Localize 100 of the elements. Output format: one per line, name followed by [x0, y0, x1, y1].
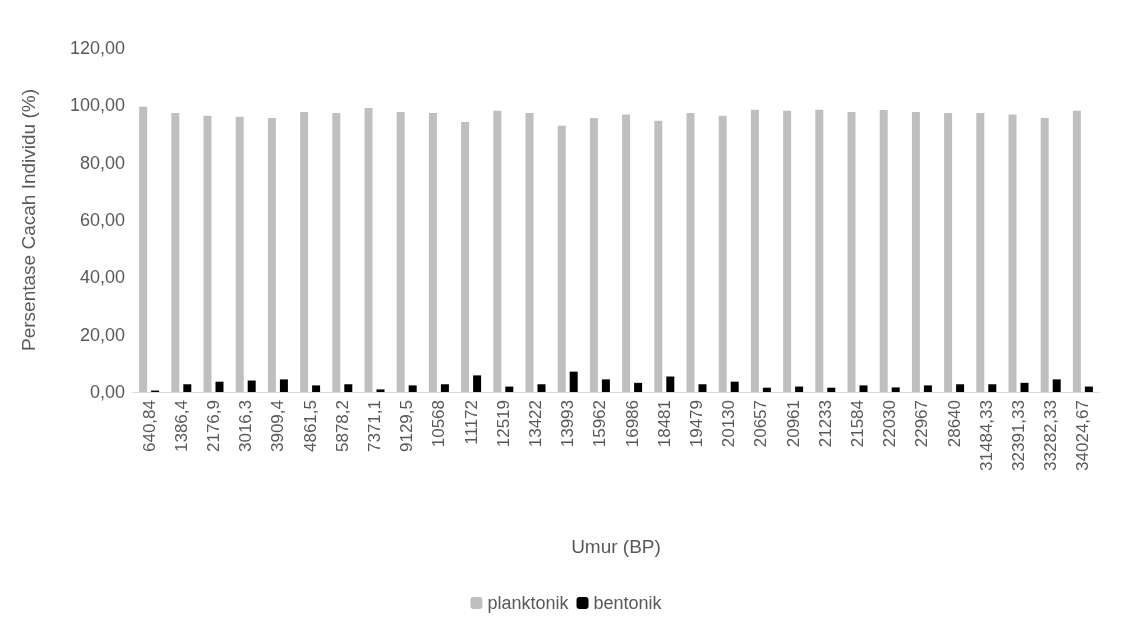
- bar: [634, 382, 643, 392]
- bar: [203, 115, 212, 392]
- bar: [300, 111, 309, 392]
- x-tick-label: 20130: [719, 400, 739, 448]
- bar: [1052, 379, 1061, 392]
- x-tick-label: 20961: [783, 400, 803, 448]
- bar: [944, 113, 953, 392]
- x-tick-label: 21233: [815, 400, 835, 448]
- bar: [1072, 110, 1081, 392]
- x-tick-label: 16986: [622, 400, 642, 448]
- bar: [654, 120, 663, 392]
- bar: [235, 116, 244, 392]
- x-axis-title: Umur (BP): [571, 536, 661, 557]
- x-tick-label: 13993: [558, 400, 578, 448]
- x-tick-label: 9129,5: [397, 400, 417, 452]
- bar: [396, 111, 405, 392]
- bar: [589, 117, 598, 392]
- bar: [1084, 386, 1093, 392]
- x-tick-label: 640,84: [139, 400, 159, 452]
- bar: [762, 387, 771, 392]
- x-tick-label: 28640: [944, 400, 964, 448]
- x-tick-label: 12519: [493, 400, 513, 448]
- x-tick-label: 31484,33: [976, 400, 996, 471]
- bar: [139, 106, 148, 392]
- bar: [247, 380, 256, 392]
- x-tick-label: 1386,4: [171, 400, 191, 452]
- x-tick-label: 20657: [751, 400, 771, 448]
- bar: [879, 109, 888, 392]
- x-tick-label: 34024,67: [1073, 400, 1093, 471]
- bar: [537, 384, 546, 392]
- bar: [859, 385, 868, 392]
- bar: [718, 115, 727, 392]
- bar: [923, 385, 932, 392]
- x-tick-label: 5878,2: [332, 400, 352, 452]
- bar: [730, 381, 739, 392]
- y-tick-label: 40,00: [79, 267, 125, 288]
- bar: [891, 387, 900, 392]
- x-tick-label: 18481: [654, 400, 674, 448]
- bar: [267, 117, 276, 392]
- bar: [686, 113, 695, 392]
- bar: [622, 114, 631, 392]
- bar: [988, 384, 997, 392]
- x-tick-label: 21584: [848, 400, 867, 448]
- bar: [183, 384, 192, 392]
- bar: [505, 386, 514, 392]
- bar: [795, 386, 804, 392]
- bar: [376, 389, 385, 392]
- y-tick-label: 60,00: [79, 210, 125, 230]
- bar: [408, 385, 417, 392]
- y-tick-label: 0,00: [89, 382, 125, 402]
- x-tick-label: 22030: [880, 400, 900, 448]
- bar: [1040, 117, 1049, 392]
- bar: [815, 109, 824, 392]
- bar: [332, 113, 341, 392]
- bar: [911, 111, 920, 392]
- legend-label: bentonik: [593, 593, 663, 613]
- bar: [440, 384, 449, 392]
- bar: [601, 379, 610, 392]
- y-tick-label: 80,00: [79, 152, 125, 173]
- x-tick-label: 22967: [912, 400, 932, 448]
- y-tick-label: 100,00: [69, 95, 125, 116]
- x-tick-label: 3909,4: [268, 400, 288, 452]
- x-tick-label: 15962: [590, 400, 610, 448]
- bar: [428, 113, 437, 392]
- bar: [956, 384, 965, 392]
- bar: [1008, 114, 1017, 392]
- bar: [569, 371, 578, 392]
- bar: [847, 111, 856, 392]
- bar: [312, 385, 321, 392]
- x-tick-label: 33282,33: [1041, 400, 1061, 471]
- x-tick-label: 4861,5: [300, 400, 320, 452]
- bar: [783, 110, 792, 392]
- bar: [215, 381, 224, 392]
- x-tick-label: 32391,33: [1009, 400, 1028, 471]
- y-tick-label: 20,00: [79, 324, 125, 345]
- y-axis-title: Persentase Cacah Individu (%): [18, 89, 39, 351]
- bar: [1020, 382, 1029, 392]
- bar: [698, 384, 707, 392]
- bar: [171, 113, 180, 392]
- x-tick-label: 2176,9: [204, 400, 223, 452]
- x-tick-label: 13422: [526, 400, 545, 448]
- x-tick-label: 19479: [687, 400, 706, 448]
- x-tick-label: 11172: [461, 400, 481, 445]
- bar: [473, 375, 482, 392]
- bar: [557, 125, 566, 392]
- bar: [827, 387, 836, 392]
- x-tick-label: 7371,1: [365, 400, 384, 452]
- bar: [750, 109, 759, 392]
- x-tick-label: 3016,3: [236, 400, 256, 452]
- bar: [344, 384, 353, 392]
- y-tick-label: 120,00: [69, 38, 125, 58]
- legend-label: planktonik: [487, 593, 570, 613]
- bar: [525, 113, 534, 392]
- bar: [461, 121, 470, 392]
- bar: [364, 107, 373, 392]
- x-tick-label: 10568: [429, 400, 449, 448]
- bar: [666, 376, 675, 392]
- bar: [493, 110, 502, 392]
- bar: [976, 113, 985, 392]
- bar: [279, 379, 288, 392]
